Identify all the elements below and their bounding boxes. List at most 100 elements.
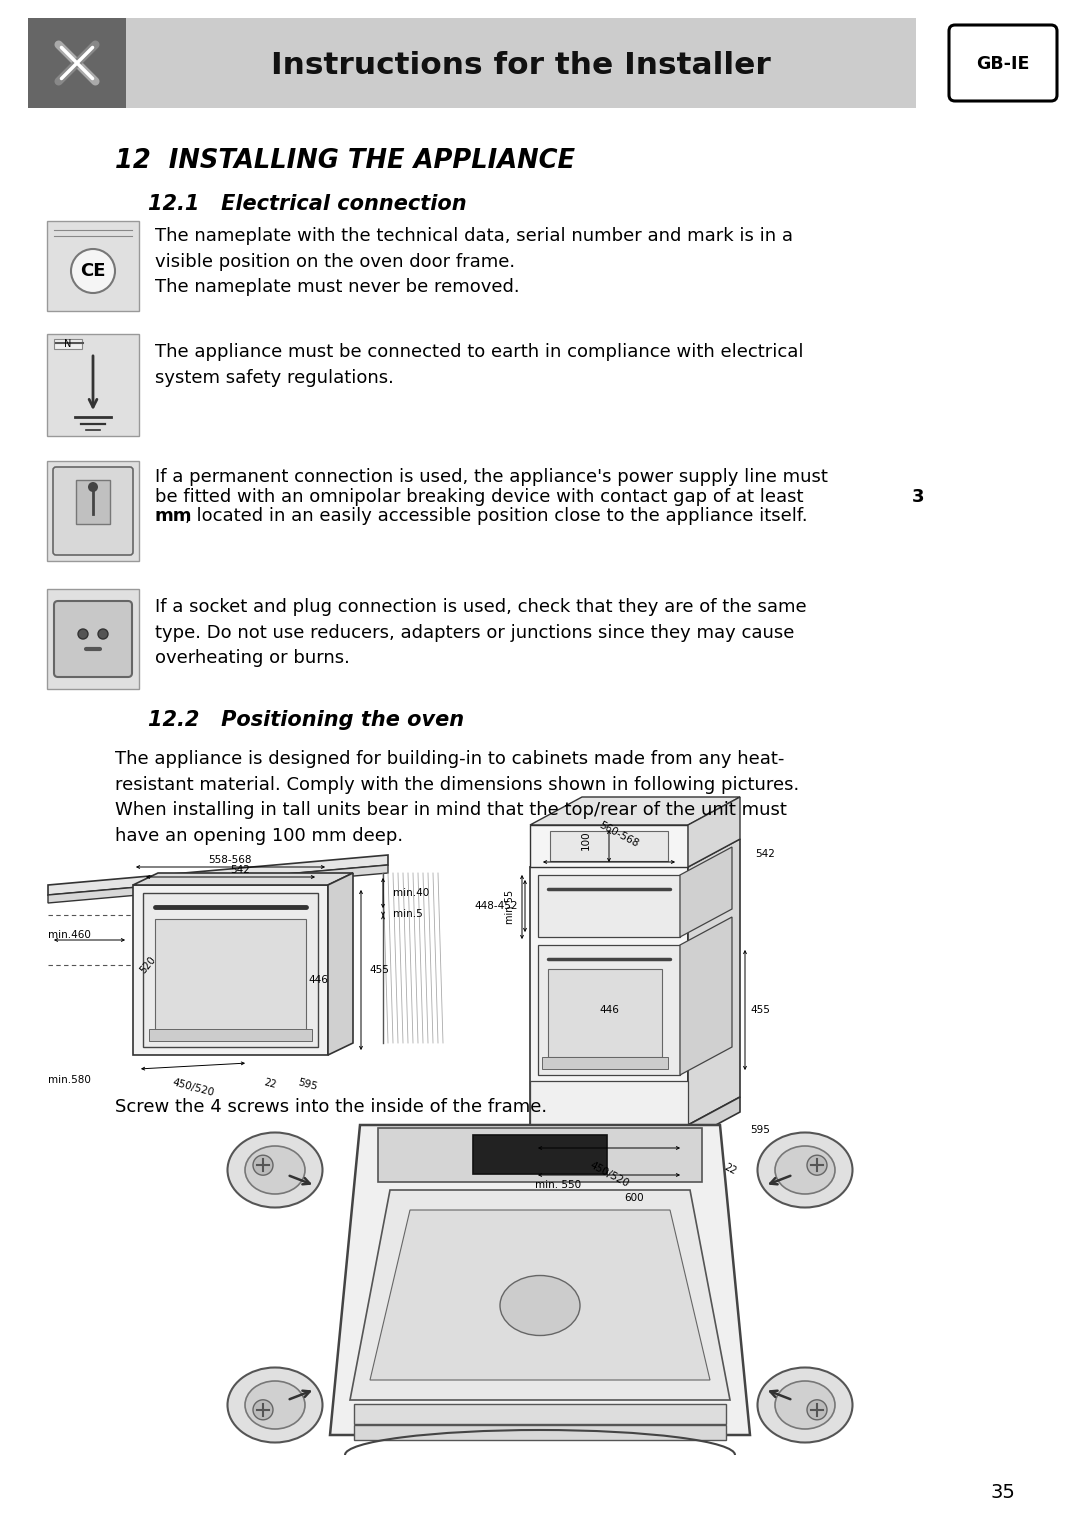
FancyBboxPatch shape — [126, 18, 916, 108]
Text: min.460: min.460 — [48, 931, 91, 940]
FancyBboxPatch shape — [48, 335, 139, 435]
Text: CE: CE — [80, 261, 106, 280]
Text: min. 550: min. 550 — [535, 1180, 581, 1190]
Text: 542: 542 — [755, 850, 774, 859]
FancyBboxPatch shape — [149, 1028, 312, 1041]
Polygon shape — [530, 839, 740, 866]
FancyBboxPatch shape — [473, 1135, 607, 1174]
Text: Screw the 4 screws into the inside of the frame.: Screw the 4 screws into the inside of th… — [114, 1099, 548, 1115]
FancyBboxPatch shape — [48, 222, 139, 312]
Circle shape — [807, 1155, 827, 1175]
Polygon shape — [538, 944, 680, 1076]
Text: min 55: min 55 — [505, 889, 515, 924]
Text: 100: 100 — [581, 830, 591, 850]
FancyBboxPatch shape — [542, 1057, 669, 1070]
Text: 12  INSTALLING THE APPLIANCE: 12 INSTALLING THE APPLIANCE — [114, 148, 576, 174]
Text: 3: 3 — [912, 487, 924, 506]
Polygon shape — [530, 866, 688, 1125]
FancyBboxPatch shape — [354, 1426, 726, 1439]
Polygon shape — [530, 1080, 688, 1125]
Text: be fitted with an omnipolar breaking device with contact gap of at least: be fitted with an omnipolar breaking dev… — [156, 487, 809, 506]
Text: If a permanent connection is used, the appliance's power supply line must: If a permanent connection is used, the a… — [156, 468, 828, 486]
Ellipse shape — [757, 1368, 852, 1442]
Text: 450/520: 450/520 — [171, 1077, 215, 1097]
Polygon shape — [133, 885, 328, 1054]
Circle shape — [807, 1400, 827, 1420]
Text: If a socket and plug connection is used, check that they are of the same
type. D: If a socket and plug connection is used,… — [156, 597, 807, 668]
Text: 595: 595 — [750, 1125, 770, 1135]
Text: 35: 35 — [990, 1484, 1015, 1502]
Text: 22: 22 — [723, 1161, 738, 1177]
FancyBboxPatch shape — [156, 918, 306, 1033]
Polygon shape — [530, 825, 688, 866]
Circle shape — [98, 630, 108, 639]
Ellipse shape — [500, 1276, 580, 1335]
Text: 455: 455 — [750, 1005, 770, 1015]
Text: Instructions for the Installer: Instructions for the Installer — [271, 50, 771, 79]
Polygon shape — [688, 798, 740, 866]
FancyBboxPatch shape — [378, 1128, 702, 1183]
Circle shape — [71, 249, 114, 293]
Polygon shape — [143, 892, 318, 1047]
Ellipse shape — [775, 1381, 835, 1429]
Ellipse shape — [228, 1368, 323, 1442]
Text: 600: 600 — [624, 1193, 644, 1203]
Polygon shape — [538, 876, 680, 937]
Text: min.5: min.5 — [393, 909, 422, 918]
Ellipse shape — [245, 1381, 305, 1429]
Text: N: N — [65, 339, 71, 348]
FancyBboxPatch shape — [28, 18, 126, 108]
FancyBboxPatch shape — [54, 339, 82, 348]
Polygon shape — [133, 872, 353, 885]
Circle shape — [87, 481, 98, 492]
Text: 450/520: 450/520 — [588, 1160, 631, 1189]
Text: 446: 446 — [599, 1005, 619, 1015]
Polygon shape — [530, 1125, 688, 1140]
Polygon shape — [328, 872, 353, 1054]
Text: , located in an easily accessible position close to the appliance itself.: , located in an easily accessible positi… — [185, 507, 808, 526]
Text: mm: mm — [156, 507, 192, 526]
Text: 448-452: 448-452 — [474, 902, 518, 911]
FancyBboxPatch shape — [354, 1404, 726, 1424]
Text: 558-568: 558-568 — [208, 856, 252, 865]
Text: 12.1   Electrical connection: 12.1 Electrical connection — [148, 194, 467, 214]
Ellipse shape — [228, 1132, 323, 1207]
FancyBboxPatch shape — [53, 468, 133, 555]
Polygon shape — [688, 1097, 740, 1140]
Polygon shape — [48, 856, 388, 895]
Text: 22: 22 — [264, 1077, 278, 1089]
FancyBboxPatch shape — [48, 461, 139, 561]
Text: 520: 520 — [138, 955, 158, 975]
FancyBboxPatch shape — [949, 24, 1057, 101]
FancyBboxPatch shape — [48, 588, 139, 689]
Circle shape — [253, 1155, 273, 1175]
Circle shape — [253, 1400, 273, 1420]
Text: The appliance is designed for building-in to cabinets made from any heat-
resist: The appliance is designed for building-i… — [114, 750, 799, 845]
Polygon shape — [680, 847, 732, 937]
Ellipse shape — [775, 1146, 835, 1193]
Text: 455: 455 — [369, 966, 389, 975]
Text: 542: 542 — [230, 865, 249, 876]
Text: 595: 595 — [297, 1077, 319, 1093]
FancyBboxPatch shape — [54, 601, 132, 677]
Polygon shape — [370, 1210, 710, 1380]
Polygon shape — [530, 798, 740, 825]
Circle shape — [78, 630, 87, 639]
Text: GB-IE: GB-IE — [976, 55, 1029, 73]
FancyBboxPatch shape — [550, 831, 669, 860]
Text: The appliance must be connected to earth in compliance with electrical
system sa: The appliance must be connected to earth… — [156, 342, 804, 387]
FancyBboxPatch shape — [76, 480, 110, 524]
Text: 12.2   Positioning the oven: 12.2 Positioning the oven — [148, 711, 464, 730]
Polygon shape — [680, 917, 732, 1076]
Polygon shape — [688, 839, 740, 1125]
FancyBboxPatch shape — [548, 969, 662, 1057]
Polygon shape — [330, 1125, 750, 1435]
Text: The nameplate with the technical data, serial number and mark is in a
visible po: The nameplate with the technical data, s… — [156, 228, 793, 296]
Text: 446: 446 — [308, 975, 328, 986]
Text: min.40: min.40 — [393, 888, 429, 898]
Text: min.580: min.580 — [48, 1076, 91, 1085]
Ellipse shape — [245, 1146, 305, 1193]
Polygon shape — [350, 1190, 730, 1400]
Polygon shape — [48, 865, 388, 903]
Ellipse shape — [757, 1132, 852, 1207]
